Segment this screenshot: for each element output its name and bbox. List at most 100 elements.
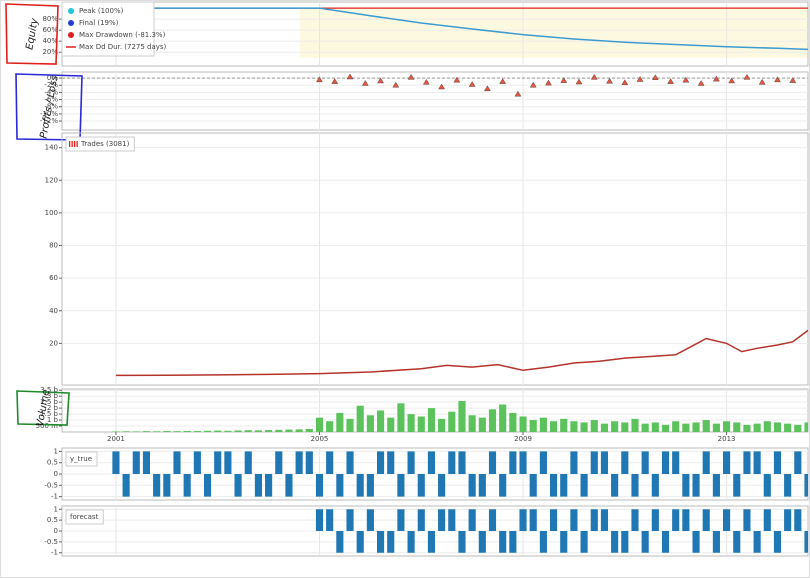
bar [478, 531, 486, 553]
bar [203, 474, 212, 497]
trade-marker [606, 77, 613, 84]
y-tick-label: 120 [45, 176, 58, 184]
bar [529, 474, 537, 497]
bar [692, 474, 700, 497]
bar [753, 423, 761, 432]
bar [346, 418, 354, 432]
bar [397, 474, 405, 497]
trade-marker [621, 79, 629, 85]
legend-marker [76, 141, 78, 147]
bar [224, 451, 232, 474]
legend-marker [71, 141, 73, 147]
bar [214, 451, 222, 474]
bar [438, 474, 446, 497]
trade-marker [484, 85, 491, 92]
bar [621, 531, 629, 553]
bar [387, 531, 395, 553]
legend-label: Peak (100%) [79, 7, 124, 15]
bar [488, 509, 497, 531]
bar [539, 531, 547, 553]
bar [784, 423, 792, 432]
y-tick-label: 1 b [47, 416, 59, 424]
bar [723, 451, 731, 474]
bar [366, 509, 374, 531]
bar [305, 451, 313, 474]
bar [346, 451, 354, 474]
legend-marker [69, 141, 71, 147]
bar [234, 474, 242, 497]
trade-marker [697, 80, 705, 86]
bar [305, 429, 313, 432]
bar [468, 415, 476, 432]
bar [641, 451, 649, 474]
bar [427, 451, 435, 474]
bar [112, 431, 120, 432]
bar [692, 422, 700, 432]
bar [794, 424, 802, 432]
bar [580, 422, 588, 432]
bar [651, 509, 659, 531]
bar [183, 430, 191, 432]
bar [112, 451, 120, 474]
bar [203, 430, 212, 432]
bar [723, 421, 731, 432]
bar [407, 414, 415, 432]
bar [163, 474, 171, 497]
bar [356, 474, 364, 497]
legend-marker [68, 8, 74, 14]
bar [275, 451, 283, 474]
y-tick-label: 2 b [47, 404, 59, 412]
trade-marker [499, 78, 507, 84]
bar [448, 411, 456, 432]
y-tick-label: 1.5 b [40, 410, 58, 418]
bar [743, 424, 751, 432]
bar [611, 531, 619, 553]
trade-marker [682, 76, 690, 83]
bar [275, 429, 283, 432]
bar [326, 421, 334, 432]
bar [611, 421, 619, 432]
bar [376, 531, 385, 553]
bar [804, 531, 808, 553]
bar [387, 417, 395, 432]
x-tick-label: 2005 [311, 435, 329, 443]
trade-marker [575, 78, 583, 85]
bar [621, 422, 629, 432]
bar [519, 509, 527, 531]
bar [488, 409, 497, 432]
bar [702, 420, 710, 432]
bar [804, 474, 808, 497]
y-tick-label: 20 [49, 339, 58, 347]
bar [773, 451, 782, 474]
bar [376, 451, 385, 474]
x-tick-label: 2013 [718, 435, 736, 443]
y-tick-label: 0 [54, 470, 58, 478]
plot-area [115, 329, 808, 377]
bar [448, 451, 456, 474]
y-tick-label: 0.5 [47, 516, 58, 524]
bar [773, 422, 782, 432]
legend-box [65, 136, 135, 152]
trade-marker [560, 77, 568, 83]
bar [448, 509, 456, 531]
bar [234, 430, 242, 432]
y-tick-label: 40% [42, 37, 58, 45]
trade-marker [346, 73, 354, 80]
bar [153, 431, 161, 432]
legend-box [65, 451, 98, 467]
trade-marker [407, 73, 415, 80]
bar [132, 451, 140, 474]
trade-marker [438, 83, 445, 90]
bar [346, 509, 354, 531]
bar [631, 509, 639, 531]
plot-area [112, 400, 808, 432]
y-tick-label: 1 [54, 505, 58, 513]
bar [804, 422, 808, 432]
bar [478, 417, 486, 432]
bar [763, 474, 771, 497]
y-tick-label: 0 [54, 527, 58, 535]
bar [387, 451, 395, 474]
bar [254, 474, 262, 497]
bar [611, 474, 619, 497]
